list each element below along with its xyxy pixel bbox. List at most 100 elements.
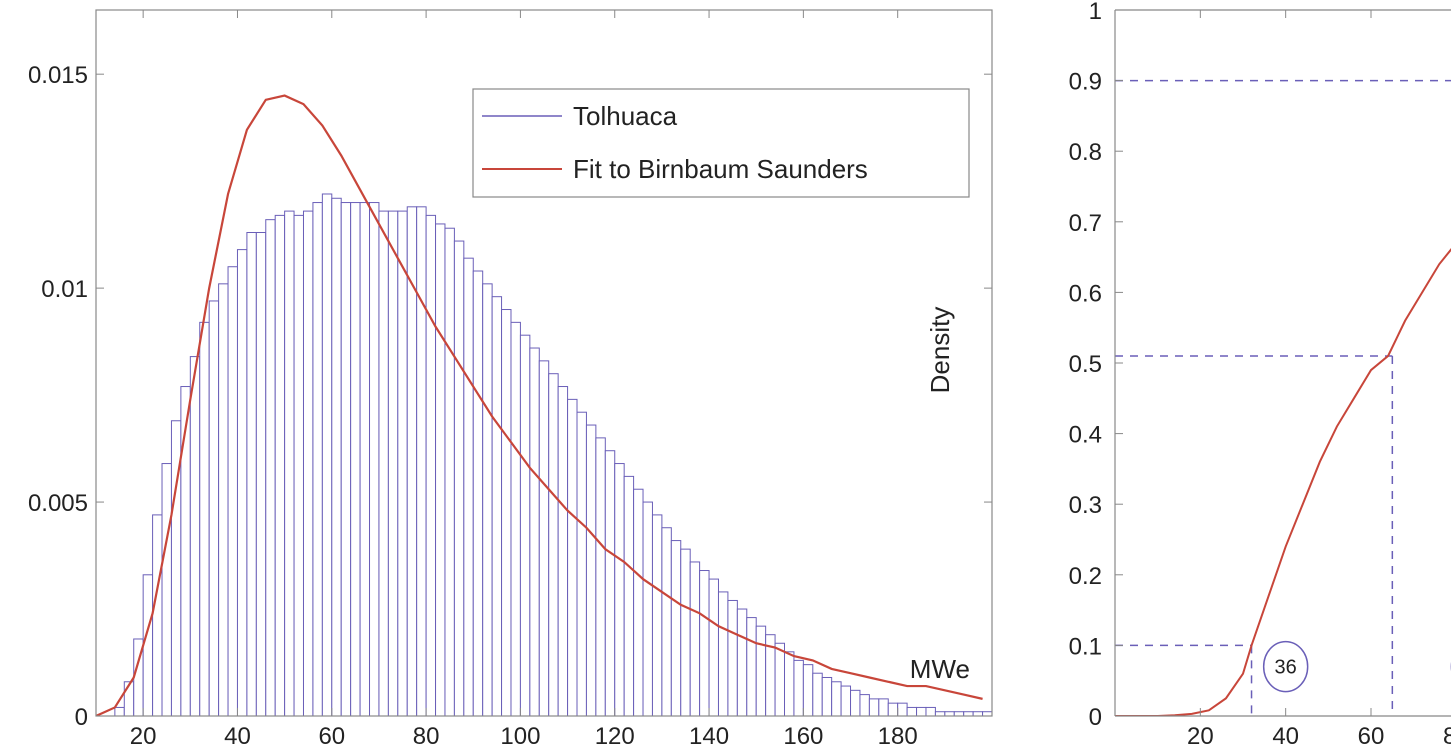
y-tick-label: 0.2 xyxy=(1069,563,1102,590)
histogram-bar xyxy=(557,386,569,716)
histogram-bar xyxy=(925,706,936,716)
histogram-bar xyxy=(576,411,587,716)
x-tick-label: 100 xyxy=(500,723,540,750)
x-axis-ticks-left: 20 40 60 80 100 120 140 160 180 xyxy=(130,10,918,750)
histogram-bar xyxy=(293,214,304,716)
histogram-bar xyxy=(944,711,955,716)
histogram-bar xyxy=(397,210,408,716)
histogram-bar xyxy=(812,672,823,716)
histogram-bar xyxy=(651,514,663,716)
y-axis-ticks-right: 0 0.1 0.2 0.3 0.4 0.5 0.6 0.7 0.8 0.9 1 xyxy=(1069,0,1123,731)
histogram-bar xyxy=(114,706,125,716)
y-tick-label: 0.6 xyxy=(1069,280,1102,307)
histogram-bar xyxy=(953,711,965,716)
histogram-bar xyxy=(821,676,833,716)
histogram-bar xyxy=(831,681,842,716)
histogram-bar xyxy=(595,437,606,716)
histogram-bar xyxy=(916,706,927,716)
y-tick-label: 0.9 xyxy=(1069,69,1102,96)
histogram-bar xyxy=(359,202,371,716)
histogram-bar xyxy=(331,197,342,716)
y-tick-label: 0.1 xyxy=(1069,633,1102,660)
histogram-bar xyxy=(510,321,521,716)
histogram-bar xyxy=(784,651,795,716)
histogram-bar xyxy=(265,219,276,716)
histogram-bar xyxy=(774,642,786,716)
histogram-bars xyxy=(114,193,992,716)
axes-frame-left xyxy=(95,9,993,717)
histogram-bar xyxy=(302,210,314,716)
reference-lines xyxy=(1115,79,1451,716)
x-axis-ticks-right: 20 40 60 80 xyxy=(1187,10,1451,750)
x-tick-label: 40 xyxy=(1272,723,1299,750)
histogram-bar xyxy=(755,625,767,716)
histogram-bar xyxy=(199,321,210,716)
histogram-bar xyxy=(444,227,455,716)
histogram-bar xyxy=(717,591,729,716)
histogram-bar xyxy=(972,711,984,716)
histogram-bar xyxy=(585,424,597,716)
x-tick-label: 60 xyxy=(318,723,345,750)
annotation-circle xyxy=(1262,640,1309,693)
histogram-bar xyxy=(246,232,257,716)
histogram-bar xyxy=(425,214,437,716)
histogram-bar xyxy=(180,386,191,716)
x-tick-label: 20 xyxy=(1187,723,1214,750)
x-tick-label: 120 xyxy=(595,723,635,750)
y-axis-ticks-left: 0 0.005 0.01 0.015 xyxy=(28,62,992,731)
y-tick-label: 0.3 xyxy=(1069,492,1102,519)
annotation-label: 36 xyxy=(1275,657,1297,679)
histogram-bar xyxy=(680,548,691,716)
histogram-bar xyxy=(538,360,550,716)
fit-curve-line xyxy=(96,94,983,716)
histogram-bar xyxy=(878,698,889,716)
legend-label-fit: Fit to Birnbaum Saunders xyxy=(573,154,868,184)
histogram-bar xyxy=(982,711,992,716)
y-tick-label: 0.5 xyxy=(1069,351,1102,378)
x-tick-label: 140 xyxy=(689,723,729,750)
histogram-bar xyxy=(416,206,427,716)
histogram-bar xyxy=(699,570,710,716)
histogram-bar xyxy=(897,702,908,716)
histogram-bar xyxy=(614,463,625,716)
histogram-bar xyxy=(142,574,154,716)
histogram-bar xyxy=(661,527,672,716)
y-tick-label: 0.4 xyxy=(1069,422,1102,449)
histogram-bar xyxy=(435,223,446,716)
histogram-bar xyxy=(670,540,682,716)
histogram-bar xyxy=(840,685,852,716)
histogram-bar xyxy=(850,689,861,716)
x-tick-label: 80 xyxy=(413,723,440,750)
histogram-bar xyxy=(868,698,880,716)
histogram-bar xyxy=(642,501,653,716)
histogram-bar xyxy=(708,578,719,716)
cdf-curve-line xyxy=(1115,248,1451,716)
histogram-bar xyxy=(208,300,220,716)
y-axis-label-left: Density xyxy=(925,307,955,394)
histogram-bar xyxy=(236,249,248,716)
histogram-bar xyxy=(859,694,870,716)
histogram-bar xyxy=(746,617,757,716)
histogram-bar xyxy=(387,210,399,716)
x-tick-label: 40 xyxy=(224,723,251,750)
y-tick-label: 0.7 xyxy=(1069,210,1102,237)
y-tick-label: 0.01 xyxy=(41,276,88,303)
histogram-bar xyxy=(934,711,946,716)
histogram-bar xyxy=(633,488,644,716)
histogram-bar xyxy=(227,266,238,716)
legend-label-tolhuaca: Tolhuaca xyxy=(573,101,678,131)
histogram-bar xyxy=(519,334,531,716)
y-tick-label: 0.015 xyxy=(28,62,88,89)
y-tick-label: 0.005 xyxy=(28,490,88,517)
histogram-bar xyxy=(161,463,172,716)
histogram-bar xyxy=(284,210,295,716)
x-axis-label-left: MWe xyxy=(910,654,970,684)
legend: Tolhuaca Fit to Birnbaum Saunders xyxy=(472,88,970,198)
histogram-bar xyxy=(501,309,512,716)
histogram-bar xyxy=(727,599,738,716)
histogram-bar xyxy=(350,202,361,716)
histogram-bar xyxy=(482,283,493,716)
histogram-bar xyxy=(255,232,267,716)
y-tick-label: 0 xyxy=(1089,704,1102,731)
x-tick-label: 20 xyxy=(130,723,157,750)
